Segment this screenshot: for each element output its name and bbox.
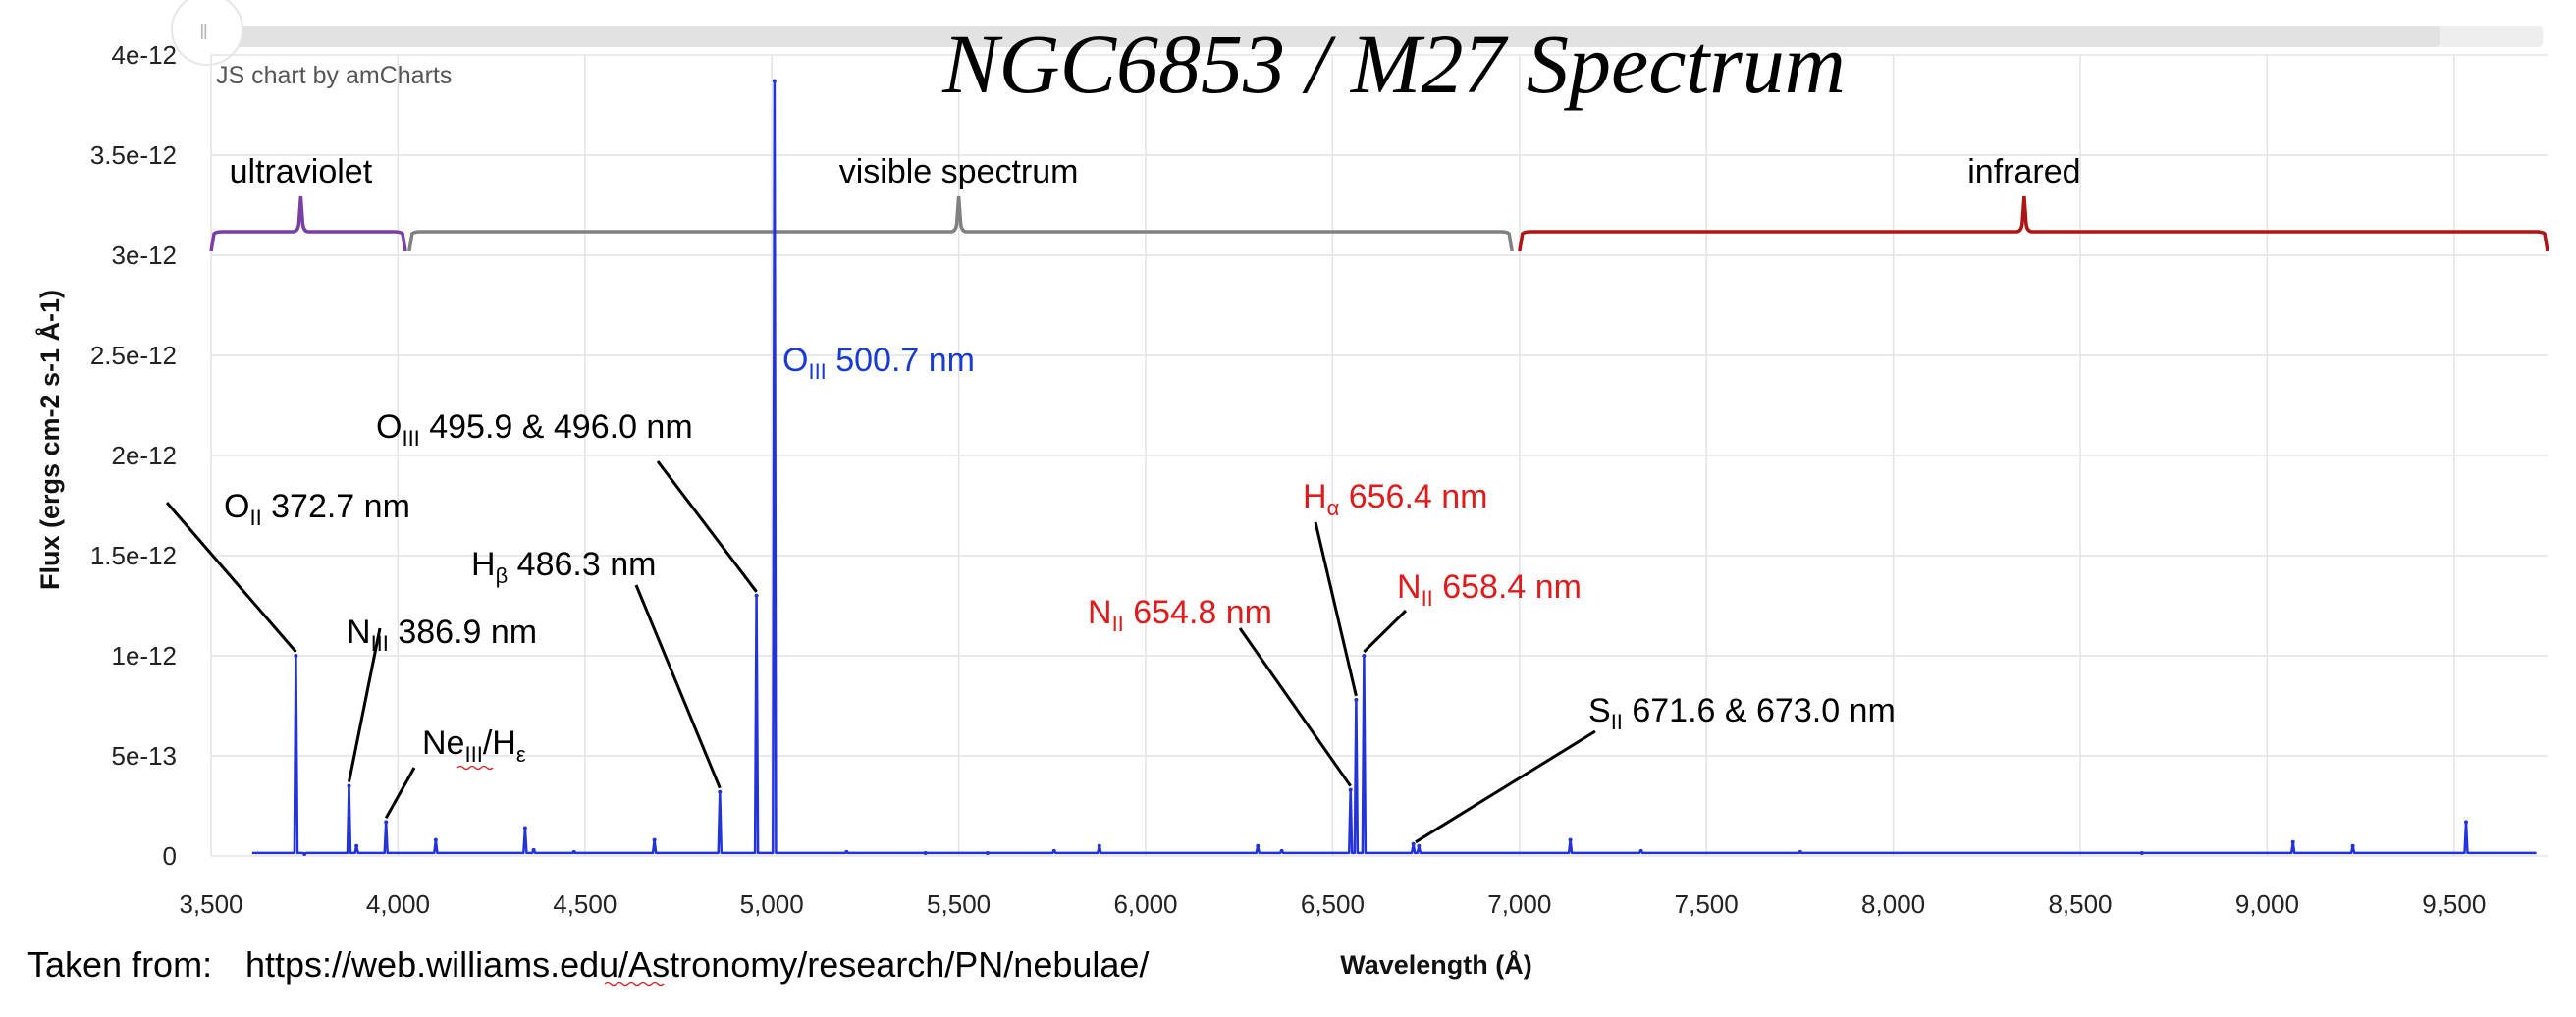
x-tick-label: 8,500 (2048, 889, 2112, 919)
spectrum-peak (923, 850, 928, 855)
spectrum-line (251, 80, 2537, 856)
label-nii-6584: NII 658.4 nm (1397, 568, 1582, 611)
label-oiii-4959: OIII 495.9 & 496.0 nm (376, 408, 693, 451)
leader-sii-6716 (1415, 729, 1596, 844)
series-layer (251, 79, 2537, 856)
spectrum-peak (384, 820, 389, 825)
y-tick-label: 1.5e-12 (90, 541, 177, 570)
spectrum-peak (1354, 697, 1359, 702)
x-axis-title: Wavelength (Å) (1340, 949, 1532, 980)
spectrum-peak (1279, 848, 1284, 853)
x-tick-label: 6,500 (1301, 889, 1365, 919)
spectrum-peak (1097, 843, 1101, 848)
spectrum-peak (522, 826, 527, 830)
y-tick-label: 3e-12 (112, 241, 178, 270)
y-tick-label: 4e-12 (112, 40, 178, 70)
x-tick-label: 4,000 (366, 889, 430, 919)
x-tick-label: 5,000 (740, 889, 804, 919)
spectrum-peak (844, 849, 849, 854)
y-tick-label: 2e-12 (112, 441, 178, 470)
y-axis-ticks: 0 5e-13 1e-12 1.5e-12 2e-12 2.5e-12 3e-12 3.5e-… (90, 40, 177, 871)
label-hbeta-4863: Hβ 486.3 nm (471, 546, 656, 588)
spectrum-peak (531, 847, 536, 852)
grid (210, 54, 2548, 857)
source-prefix: Taken from: (27, 944, 212, 985)
leader-niii-3869 (348, 627, 382, 782)
label-oiii-5007: OIII 500.7 nm (782, 342, 975, 384)
spectrum-peak (1411, 841, 1416, 846)
x-tick-label: 9,000 (2235, 889, 2299, 919)
x-tick-label: 3,500 (179, 889, 242, 919)
leader-oii-3727 (165, 502, 297, 653)
band-brace-infrared (1518, 195, 2549, 252)
spectrum-peak (1051, 848, 1056, 853)
spectrum-peak (2290, 839, 2295, 844)
spectrum-peak (1362, 654, 1367, 658)
spellcheck-underline-icon (604, 981, 665, 987)
grip-icon: ǁ (199, 20, 208, 44)
label-niii-3869: NIII 386.9 nm (347, 614, 537, 656)
spectrum-peak (772, 79, 777, 83)
spectrum-peak (2139, 850, 2144, 855)
annotation-labels: OII 372.7 nm NIII 386.9 nm NeIII/Hε Hβ 486.… (224, 342, 1896, 771)
spectrum-peak (1417, 843, 1422, 848)
spectrum-peak (2463, 820, 2468, 825)
x-tick-label: 6,000 (1113, 889, 1177, 919)
x-tick-label: 8,000 (1861, 889, 1925, 919)
y-tick-label: 1e-12 (112, 641, 178, 670)
y-axis-title: Flux (ergs cm-2 s-1 Å-1) (34, 290, 65, 590)
y-tick-label: 2.5e-12 (90, 341, 177, 370)
spectrum-peak (985, 850, 990, 855)
spectrum-peak (433, 837, 438, 842)
leader-oiii-4959 (656, 460, 758, 593)
label-neiii-he: NeIII/Hε (422, 724, 526, 767)
band-label-infrared: infrared (1967, 153, 2080, 190)
source-url[interactable]: https://web.williams.edu/Astronomy/resea… (245, 944, 1149, 985)
spectrum-peak (347, 783, 351, 788)
y-tick-label: 3.5e-12 (90, 140, 177, 170)
label-nii-6548: NII 654.8 nm (1088, 594, 1272, 636)
x-axis-ticks: 3,500 4,000 4,500 5,000 5,500 6,000 6,500 7,000… (179, 889, 2486, 919)
leader-hbeta-4863 (634, 584, 722, 789)
spectrum-peak (1798, 849, 1802, 854)
spectral-band-braces: ultraviolet visible spectrum infrared (209, 153, 2549, 252)
band-label-visible: visible spectrum (839, 153, 1079, 190)
x-tick-label: 7,500 (1675, 889, 1739, 919)
spectrum-peak (571, 849, 576, 854)
leader-neiii-he (384, 767, 416, 820)
x-tick-label: 7,000 (1487, 889, 1551, 919)
spectrum-peak (754, 593, 759, 598)
spellcheck-squiggle-icon (456, 765, 494, 771)
spectrum-peak (354, 843, 359, 848)
spectrum-peak (294, 654, 298, 658)
spectrum-peak (302, 851, 307, 856)
band-label-ultraviolet: ultraviolet (230, 153, 373, 190)
annotation-leaders (165, 460, 1596, 844)
spectrum-peak (1256, 843, 1261, 848)
spectrum-peak (652, 837, 657, 842)
label-halpha-6564: Hα 656.4 nm (1303, 478, 1488, 520)
leader-nii-6548 (1238, 627, 1352, 787)
x-tick-label: 4,500 (553, 889, 617, 919)
spectrum-peak (1568, 837, 1573, 842)
chart-scrollbar-thumb[interactable] (201, 26, 2440, 47)
band-brace-ultraviolet (209, 195, 407, 252)
band-brace-visible (407, 195, 1514, 252)
y-tick-label: 5e-13 (112, 741, 178, 771)
leader-nii-6584 (1363, 609, 1408, 654)
spectrum-peak (1638, 848, 1643, 853)
x-tick-label: 9,500 (2422, 889, 2486, 919)
leader-halpha-6564 (1314, 521, 1358, 697)
chart-credit[interactable]: JS chart by amCharts (216, 62, 452, 89)
label-sii-6716: SII 671.6 & 673.0 nm (1588, 692, 1896, 734)
x-tick-label: 5,500 (927, 889, 991, 919)
spectrum-peak (2350, 843, 2355, 848)
spectrum-peak (1348, 787, 1353, 792)
spectrum-peak (718, 789, 723, 794)
y-tick-label: 0 (163, 841, 177, 871)
scrollbar-grip-handle[interactable] (171, 0, 243, 66)
label-oii-3727: OII 372.7 nm (224, 488, 410, 530)
chart-title: NGC6853 / M27 Spectrum (941, 17, 1846, 111)
